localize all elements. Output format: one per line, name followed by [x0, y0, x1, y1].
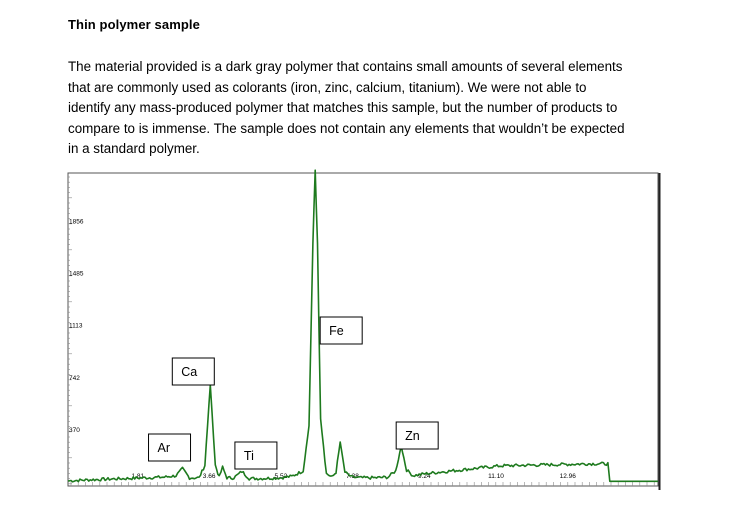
x-tick-label: 5.52 [275, 473, 288, 480]
peak-label-ca: Ca [181, 365, 197, 379]
y-tick-label: 370 [69, 427, 80, 434]
description-paragraph: The material provided is a dark gray pol… [68, 57, 708, 160]
x-tick-label: 9.24 [418, 473, 431, 480]
peak-label-ar: Ar [158, 441, 171, 455]
paragraph-line: in a standard polymer. [68, 141, 200, 157]
peak-label-box [171, 357, 215, 386]
paragraph-line: The material provided is a dark gray pol… [68, 59, 623, 74]
y-tick-label: 1856 [69, 218, 84, 225]
peak-label-box [319, 316, 363, 345]
peak-label-zn: Zn [405, 429, 420, 443]
y-tick-label: 742 [69, 375, 80, 382]
page-title: Thin polymer sample [68, 17, 200, 32]
peak-label-box [395, 421, 439, 450]
x-tick-label: 11.10 [488, 473, 504, 480]
spectrum-line [67, 169, 658, 483]
x-tick-label: 1.81 [131, 473, 144, 480]
x-tick-label: 3.66 [203, 473, 216, 480]
peak-label-box [234, 441, 278, 470]
paragraph-line: identify any mass-produced polymer that … [68, 100, 618, 116]
x-tick-label: 12.96 [560, 473, 577, 480]
peak-label-box [148, 433, 192, 462]
peak-label-ti: Ti [244, 449, 254, 463]
plot-frame [67, 172, 659, 487]
peak-label-fe: Fe [329, 324, 344, 338]
y-tick-label: 1113 [69, 323, 83, 330]
paragraph-line: compare to is immense. The sample does n… [68, 120, 625, 136]
paragraph-line: that are commonly used as colorants (iro… [68, 79, 587, 95]
y-tick-label: 1485 [69, 270, 84, 277]
